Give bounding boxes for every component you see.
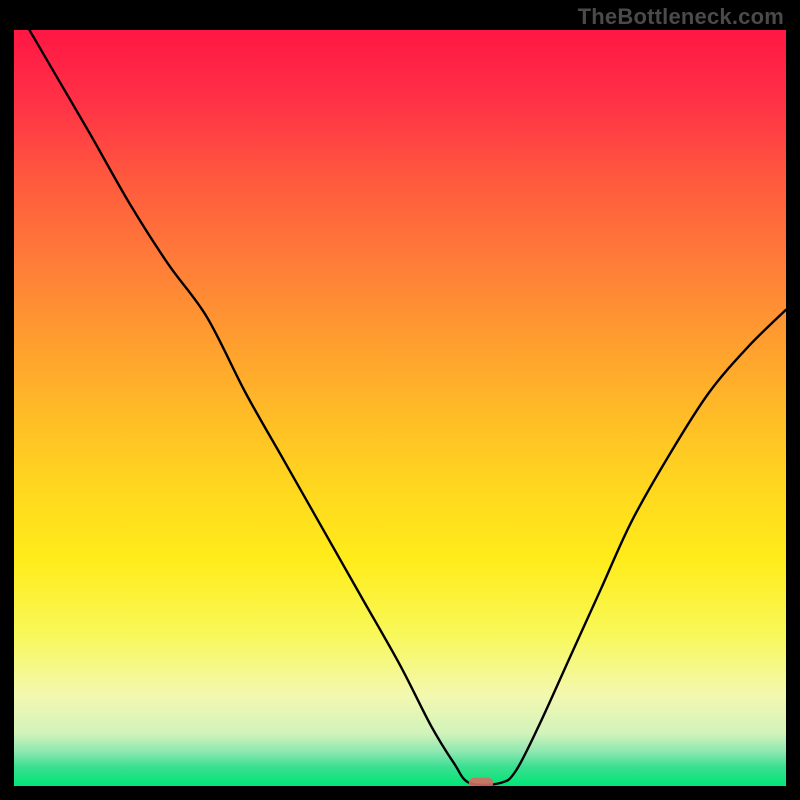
watermark-text: TheBottleneck.com [578, 4, 784, 30]
chart-svg [14, 30, 786, 786]
gradient-background [14, 30, 786, 786]
optimal-point-marker [469, 778, 494, 786]
plot-area [14, 30, 786, 786]
